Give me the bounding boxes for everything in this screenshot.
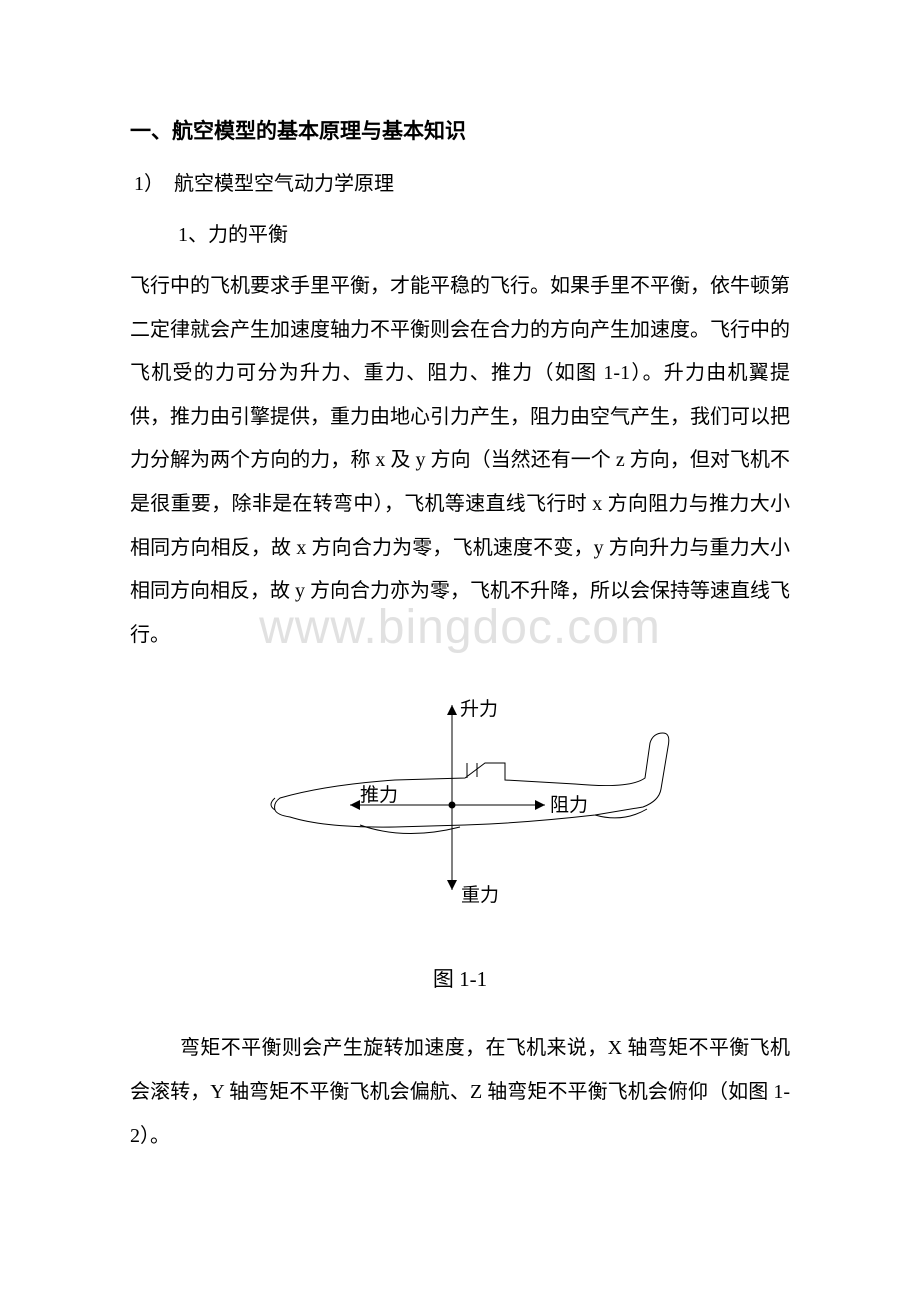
label-lift: 升力 <box>460 698 498 720</box>
label-thrust: 推力 <box>360 784 398 806</box>
label-drag: 阻力 <box>550 794 588 816</box>
airplane-diagram: 升力 推力 阻力 重力 <box>245 685 675 915</box>
paragraph-1: 飞行中的飞机要求手里平衡，才能平稳的飞行。如果手里不平衡，依牛顿第二定律就会产生… <box>130 265 790 657</box>
paragraph-2: 弯矩不平衡则会产生旋转加速度，在飞机来说，X 轴弯矩不平衡飞机会滚转，Y 轴弯矩… <box>130 1027 790 1158</box>
document-body: 一、航空模型的基本原理与基本知识 1） 航空模型空气动力学原理 1、力的平衡 飞… <box>130 115 790 1158</box>
heading-main: 一、航空模型的基本原理与基本知识 <box>130 115 790 145</box>
figure-1-1: 升力 推力 阻力 重力 图 1-1 <box>130 685 790 993</box>
label-weight: 重力 <box>461 884 499 906</box>
subsection-title: 1、力的平衡 <box>130 218 790 247</box>
section-number-title: 1） 航空模型空气动力学原理 <box>130 167 790 196</box>
figure-caption: 图 1-1 <box>433 963 487 993</box>
